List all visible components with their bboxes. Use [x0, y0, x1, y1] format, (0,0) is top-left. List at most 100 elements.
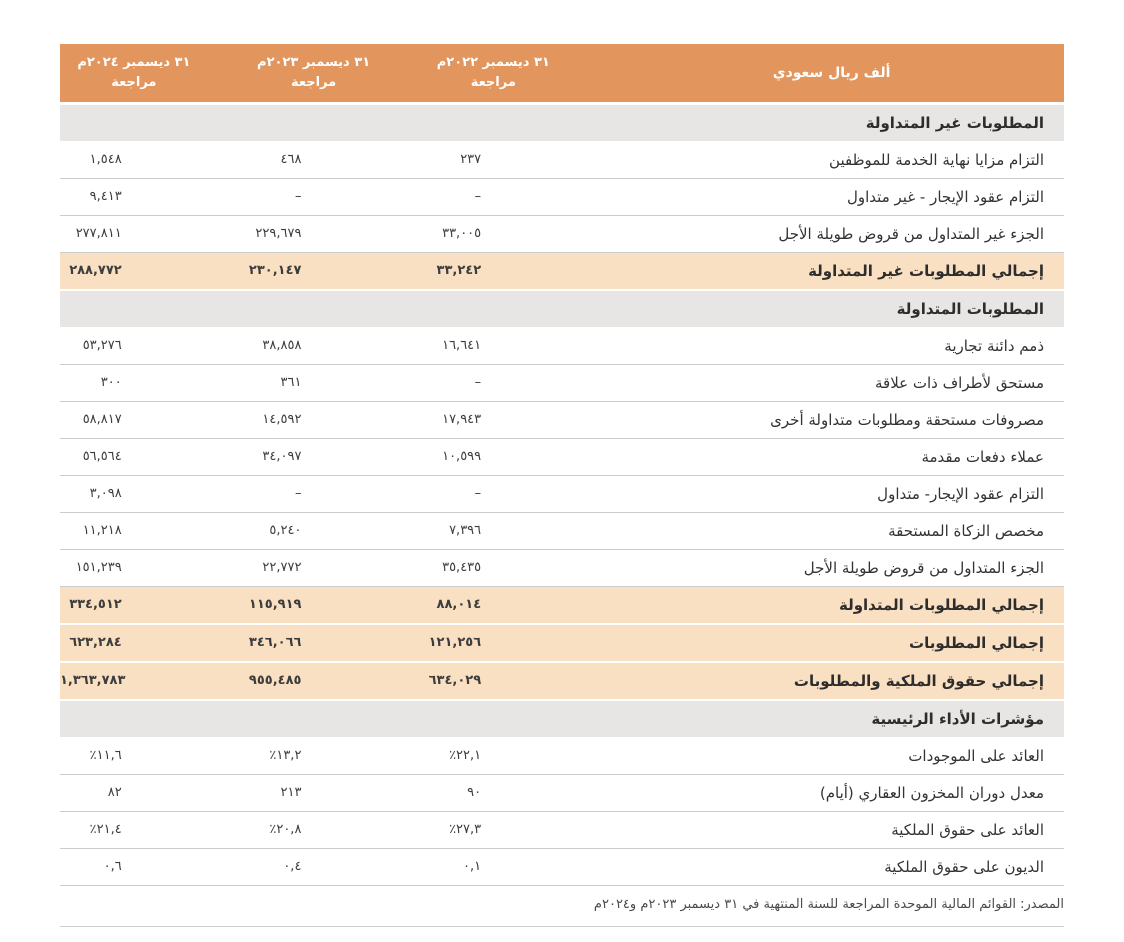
col-title-2023: ٣١ ديسمبر ٢٠٢٣م: [257, 55, 371, 70]
data-row: التزام عقود الإيجار- متداول – – ٣,٠٩٨: [60, 475, 1064, 513]
value-2022: ٨٨,٠١٤: [419, 586, 600, 625]
value-2022: ١٢١,٢٥٦: [419, 624, 600, 663]
value-2024: ٪١١,٦: [60, 737, 240, 775]
value-2024: ٩,٤١٣: [60, 178, 240, 216]
value-2022: ٩٠: [419, 774, 600, 812]
value-2022: ٧,٣٩٦: [419, 512, 600, 550]
row-label: التزام عقود الإيجار - غير متداول: [599, 178, 1064, 216]
section-row: المطلوبات غير المتداولة: [60, 103, 1064, 142]
col-subtitle-2022: مراجعة: [470, 75, 516, 90]
col-title-2024: ٣١ ديسمبر ٢٠٢٤م: [77, 55, 191, 70]
value-2024: ٣٠٠: [60, 364, 240, 402]
row-label: العائد على حقوق الملكية: [599, 811, 1064, 849]
row-label: مخصص الزكاة المستحقة: [599, 512, 1064, 550]
value-2023: –: [239, 475, 420, 513]
value-2024: ١٥١,٢٣٩: [60, 549, 240, 587]
value-2023: ٢٢,٧٧٢: [239, 549, 420, 587]
value-2023: ٢٣٠,١٤٧: [239, 252, 420, 291]
value-2023: ٣٨,٨٥٨: [239, 327, 420, 365]
value-2023: ٢١٣: [239, 774, 420, 812]
row-label: معدل دوران المخزون العقاري (أيام): [599, 774, 1064, 812]
source-text: المصدر: القوائم المالية الموحدة المراجعة…: [593, 897, 1064, 912]
value-2022: ٢٣٧: [419, 141, 600, 179]
value-2024: ١,٥٤٨: [60, 141, 240, 179]
row-label: عملاء دفعات مقدمة: [599, 438, 1064, 476]
col-header-2024: ٣١ ديسمبر ٢٠٢٤م مراجعة: [60, 44, 240, 105]
row-label: التزام عقود الإيجار- متداول: [599, 475, 1064, 513]
row-label: إجمالي المطلوبات المتداولة: [599, 586, 1064, 625]
header-row: ألف ريال سعودي ٣١ ديسمبر ٢٠٢٢م مراجعة ٣١…: [60, 44, 1064, 105]
value-2023: ٠,٤: [239, 848, 420, 886]
value-2023: ٢٢٩,٦٧٩: [239, 215, 420, 253]
value-2022: –: [419, 364, 600, 402]
value-2024: ٠,٦: [60, 848, 240, 886]
data-row: ذمم دائنة تجارية ١٦,٦٤١ ٣٨,٨٥٨ ٥٣,٢٧٦: [60, 327, 1064, 365]
value-2024: ١,٣٦٣,٧٨٣: [60, 662, 240, 701]
unit-header-cell: ألف ريال سعودي: [599, 44, 1064, 105]
value-2022: ١٧,٩٤٣: [419, 401, 600, 439]
col-subtitle-2024: مراجعة: [111, 75, 157, 90]
total-row: إجمالي المطلوبات غير المتداولة ٣٣,٢٤٢ ٢٣…: [60, 252, 1064, 291]
col-header-2022: ٣١ ديسمبر ٢٠٢٢م مراجعة: [419, 44, 600, 105]
value-2022: ٪٢٧,٣: [419, 811, 600, 849]
data-row: مخصص الزكاة المستحقة ٧,٣٩٦ ٥,٢٤٠ ١١,٢١٨: [60, 512, 1064, 550]
row-label: الجزء المتداول من قروض طويلة الأجل: [599, 549, 1064, 587]
col-title-2022: ٣١ ديسمبر ٢٠٢٢م: [436, 55, 550, 70]
row-label: التزام مزايا نهاية الخدمة للموظفين: [599, 141, 1064, 179]
value-2022: ٣٥,٤٣٥: [419, 549, 600, 587]
value-2022: ٪٢٢,١: [419, 737, 600, 775]
total-row: إجمالي المطلوبات المتداولة ٨٨,٠١٤ ١١٥,٩١…: [60, 586, 1064, 625]
total-row: إجمالي حقوق الملكية والمطلوبات ٦٣٤,٠٢٩ ٩…: [60, 662, 1064, 701]
total-row: إجمالي المطلوبات ١٢١,٢٥٦ ٣٤٦,٠٦٦ ٦٢٣,٢٨٤: [60, 624, 1064, 663]
section-label: المطلوبات المتداولة: [60, 290, 1064, 328]
col-header-2023: ٣١ ديسمبر ٢٠٢٣م مراجعة: [239, 44, 420, 105]
data-row: التزام مزايا نهاية الخدمة للموظفين ٢٣٧ ٤…: [60, 141, 1064, 179]
value-2022: ٦٣٤,٠٢٩: [419, 662, 600, 701]
value-2022: –: [419, 475, 600, 513]
data-row: مستحق لأطراف ذات علاقة – ٣٦١ ٣٠٠: [60, 364, 1064, 402]
value-2023: ٪١٣,٢: [239, 737, 420, 775]
value-2024: ٦٢٣,٢٨٤: [60, 624, 240, 663]
value-2022: ٣٣,٢٤٢: [419, 252, 600, 291]
value-2022: ٠,١: [419, 848, 600, 886]
data-row: العائد على الموجودات ٪٢٢,١ ٪١٣,٢ ٪١١,٦: [60, 737, 1064, 775]
value-2024: ٢٨٨,٧٧٢: [60, 252, 240, 291]
row-label: إجمالي المطلوبات: [599, 624, 1064, 663]
source-note: المصدر: القوائم المالية الموحدة المراجعة…: [60, 896, 1064, 927]
row-label: العائد على الموجودات: [599, 737, 1064, 775]
col-subtitle-2023: مراجعة: [290, 75, 337, 90]
row-label: ذمم دائنة تجارية: [599, 327, 1064, 365]
data-row: التزام عقود الإيجار - غير متداول – – ٩,٤…: [60, 178, 1064, 216]
data-row: معدل دوران المخزون العقاري (أيام) ٩٠ ٢١٣…: [60, 774, 1064, 812]
unit-label: ألف ريال سعودي: [772, 65, 891, 81]
value-2024: ٥٨,٨١٧: [60, 401, 240, 439]
row-label: إجمالي حقوق الملكية والمطلوبات: [599, 662, 1064, 701]
value-2023: ٣٤,٠٩٧: [239, 438, 420, 476]
value-2022: ٣٣,٠٠٥: [419, 215, 600, 253]
value-2024: ٥٣,٢٧٦: [60, 327, 240, 365]
value-2023: ٤٦٨: [239, 141, 420, 179]
value-2022: ١٠,٥٩٩: [419, 438, 600, 476]
data-row: الديون على حقوق الملكية ٠,١ ٠,٤ ٠,٦: [60, 848, 1064, 886]
row-label: إجمالي المطلوبات غير المتداولة: [599, 252, 1064, 291]
value-2024: ٣,٠٩٨: [60, 475, 240, 513]
section-label: مؤشرات الأداء الرئيسية: [60, 700, 1064, 738]
row-label: الجزء غير المتداول من قروض طويلة الأجل: [599, 215, 1064, 253]
value-2023: ١٤,٥٩٢: [239, 401, 420, 439]
data-row: العائد على حقوق الملكية ٪٢٧,٣ ٪٢٠,٨ ٪٢١,…: [60, 811, 1064, 849]
section-row: مؤشرات الأداء الرئيسية: [60, 700, 1064, 738]
value-2024: ٥٦,٥٦٤: [60, 438, 240, 476]
data-row: مصروفات مستحقة ومطلوبات متداولة أخرى ١٧,…: [60, 401, 1064, 439]
financial-statements-table: ألف ريال سعودي ٣١ ديسمبر ٢٠٢٢م مراجعة ٣١…: [60, 44, 1064, 886]
value-2024: ٣٣٤,٥١٢: [60, 586, 240, 625]
row-label: مصروفات مستحقة ومطلوبات متداولة أخرى: [599, 401, 1064, 439]
row-label: الديون على حقوق الملكية: [599, 848, 1064, 886]
data-row: الجزء غير المتداول من قروض طويلة الأجل ٣…: [60, 215, 1064, 253]
value-2022: ١٦,٦٤١: [419, 327, 600, 365]
value-2024: ٪٢١,٤: [60, 811, 240, 849]
value-2023: –: [239, 178, 420, 216]
value-2022: –: [419, 178, 600, 216]
value-2023: ٪٢٠,٨: [239, 811, 420, 849]
row-label: مستحق لأطراف ذات علاقة: [599, 364, 1064, 402]
